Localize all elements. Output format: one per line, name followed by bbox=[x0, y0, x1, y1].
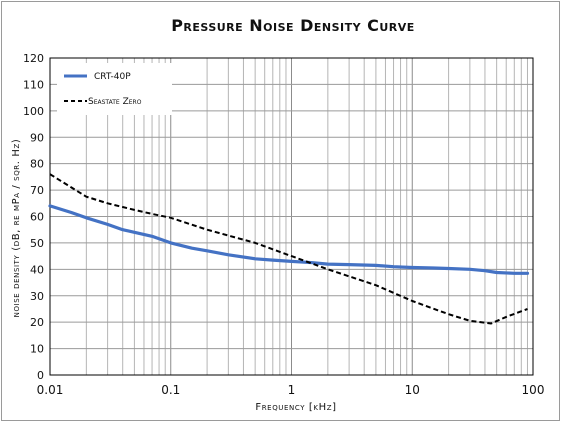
y-tick-label: 80 bbox=[30, 158, 44, 171]
y-tick-label: 20 bbox=[30, 316, 44, 329]
y-axis-ticks: 0 10 20 30 40 50 60 70 80 90 100 110 120 bbox=[23, 52, 44, 382]
legend-label-crt-40p: CRT-40P bbox=[94, 72, 131, 82]
chart-title: Pressure Noise Density Curve bbox=[171, 16, 415, 35]
plot-area bbox=[49, 57, 534, 376]
y-tick-label: 120 bbox=[23, 52, 44, 65]
x-axis-label: Frequency [kHz] bbox=[255, 402, 336, 413]
x-tick-label: 1 bbox=[288, 383, 296, 397]
x-tick-label: 0.01 bbox=[37, 383, 64, 397]
x-tick-label: 0.1 bbox=[161, 383, 180, 397]
y-tick-label: 10 bbox=[30, 343, 44, 356]
y-tick-label: 110 bbox=[23, 78, 44, 91]
y-tick-label: 50 bbox=[30, 237, 44, 250]
legend: CRT-40P Seastate Zero bbox=[57, 63, 172, 115]
x-tick-label: 100 bbox=[522, 383, 545, 397]
legend-label-seastate-zero: Seastate Zero bbox=[88, 97, 142, 107]
series-line-crt-40p bbox=[48, 204, 530, 275]
x-axis-ticks: 0.01 0.1 1 10 100 bbox=[37, 383, 545, 397]
x-tick-label: 10 bbox=[405, 383, 420, 397]
series-line-seastate-zero bbox=[49, 173, 528, 325]
series-lines bbox=[48, 173, 530, 325]
y-tick-label: 0 bbox=[37, 369, 44, 382]
y-tick-label: 70 bbox=[30, 184, 44, 197]
y-tick-label: 30 bbox=[30, 290, 44, 303]
y-axis-label: noise density (dB, re μPa / sqr. Hz) bbox=[11, 139, 22, 318]
y-tick-label: 100 bbox=[23, 105, 44, 118]
y-tick-label: 60 bbox=[30, 211, 44, 224]
legend-box bbox=[57, 63, 172, 115]
y-tick-label: 90 bbox=[30, 131, 44, 144]
y-tick-label: 40 bbox=[30, 263, 44, 276]
